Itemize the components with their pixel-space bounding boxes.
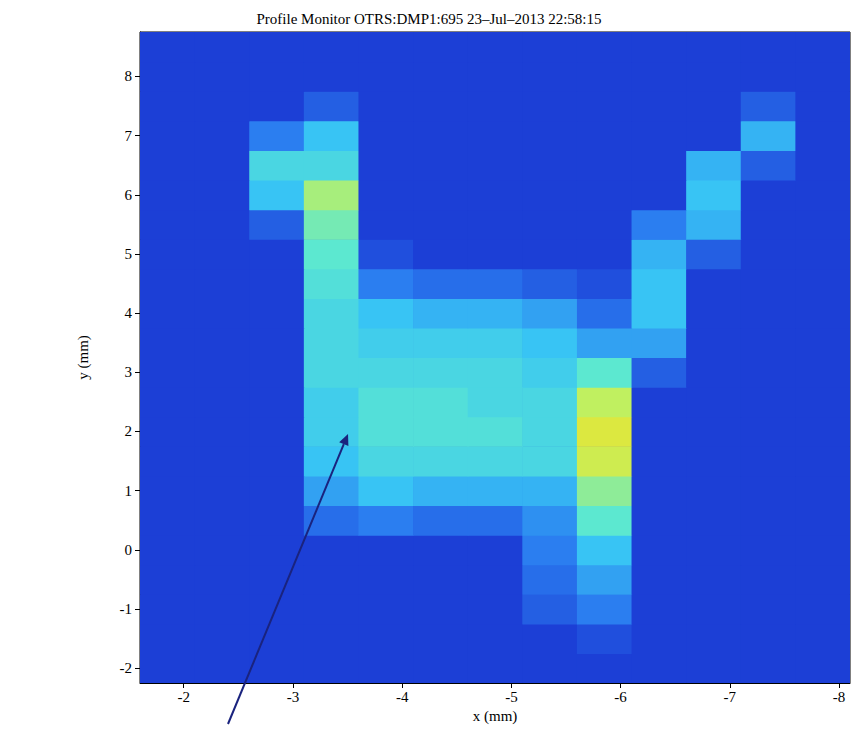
svg-text:2: 2 — [125, 423, 133, 439]
svg-text:-8: -8 — [833, 689, 846, 705]
svg-text:7: 7 — [125, 128, 133, 144]
svg-text:-3: -3 — [287, 689, 300, 705]
svg-text:-1: -1 — [120, 601, 133, 617]
svg-text:4: 4 — [125, 305, 133, 321]
svg-text:-2: -2 — [177, 689, 190, 705]
svg-text:-7: -7 — [724, 689, 737, 705]
svg-text:-2: -2 — [120, 660, 133, 676]
svg-text:y (mm): y (mm) — [75, 335, 92, 380]
svg-text:Profile Monitor OTRS:DMP1:695: Profile Monitor OTRS:DMP1:695 23–Jul–201… — [256, 11, 601, 27]
svg-text:3: 3 — [125, 364, 133, 380]
svg-text:6: 6 — [125, 187, 133, 203]
svg-text:8: 8 — [125, 68, 133, 84]
svg-text:5: 5 — [125, 246, 133, 262]
svg-text:1: 1 — [125, 483, 133, 499]
svg-text:-5: -5 — [505, 689, 518, 705]
svg-text:0: 0 — [125, 542, 133, 558]
svg-text:-4: -4 — [396, 689, 409, 705]
svg-text:-6: -6 — [614, 689, 627, 705]
svg-text:x (mm): x (mm) — [473, 708, 518, 725]
